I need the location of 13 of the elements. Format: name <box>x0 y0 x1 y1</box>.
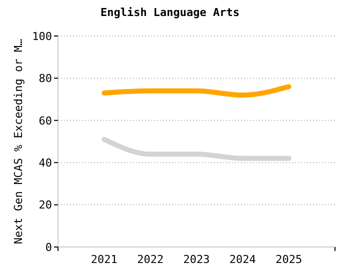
y-tick-label: 80 <box>38 72 52 86</box>
x-tick-label: 2025 <box>276 253 302 266</box>
x-tick-label: 2024 <box>229 253 256 266</box>
y-tick-label: 0 <box>45 240 52 254</box>
y-tick-label: 60 <box>38 114 52 128</box>
y-axis-title: Next Gen MCAS % Exceeding or M… <box>12 38 25 244</box>
y-tick-label: 20 <box>38 198 52 212</box>
y-tick-label: 100 <box>32 30 52 43</box>
x-tick-label: 2023 <box>183 253 210 266</box>
x-tick-label: 2021 <box>90 253 118 266</box>
chart-title: English Language Arts <box>100 6 240 19</box>
y-tick-label: 40 <box>38 156 52 170</box>
x-tick-label: 2022 <box>137 253 164 266</box>
